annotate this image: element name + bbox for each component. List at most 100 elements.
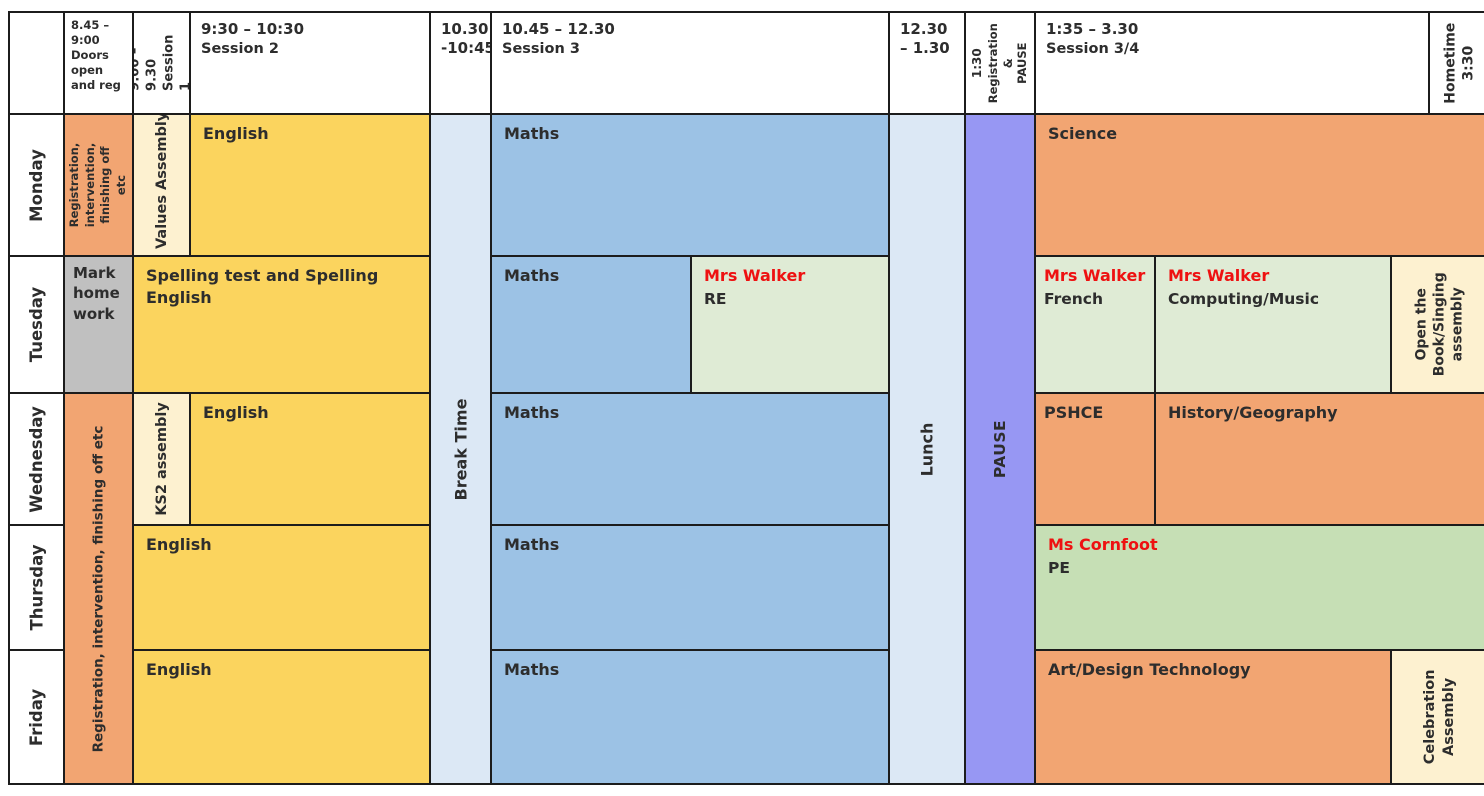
wed-to-fri-registration-text: Registration, intervention, finishing of… xyxy=(90,425,107,752)
tuesday-french-teacher: Mrs Walker xyxy=(1044,266,1146,285)
tuesday-computing-subject: Computing/Music xyxy=(1168,289,1320,308)
friday-celebration-assembly-text: Celebration Assembly xyxy=(1422,669,1457,765)
header-hometime-label: Hometime xyxy=(1441,22,1458,104)
wednesday-ks2-assembly-text: KS2 assembly xyxy=(153,402,170,516)
cell-monday-registration: Registration, intervention, finishing of… xyxy=(65,115,132,255)
header-hometime-time: 3:30 xyxy=(1460,45,1476,81)
header-hometime-text: Hometime 3:30 xyxy=(1441,23,1477,104)
header-doors-label: Doors open and reg xyxy=(71,47,121,92)
friday-maths-text: Maths xyxy=(504,660,560,679)
cell-pause-band: PAUSE xyxy=(966,115,1034,783)
header-pause-registration: 1:30 Registration & PAUSE xyxy=(966,13,1034,113)
day-label-tuesday-text: Tuesday xyxy=(27,286,46,363)
cell-tuesday-mark-homework: Mark home work xyxy=(65,257,132,392)
day-label-wednesday: Wednesday xyxy=(10,394,63,524)
header-session2-time: 9:30 – 10:30 xyxy=(201,20,305,38)
header-morning-break-time: 10.30 -10:45 xyxy=(441,20,490,57)
cell-tuesday-open-book-singing-assembly: Open the Book/Singing assembly xyxy=(1392,257,1484,392)
tuesday-spelling-text: Spelling test and Spelling xyxy=(146,266,379,285)
cell-tuesday-re: Mrs Walker RE xyxy=(692,257,888,392)
tuesday-assembly-text: Open the Book/Singing assembly xyxy=(1413,272,1467,377)
cell-thursday-pe: Ms Cornfoot PE xyxy=(1036,526,1484,649)
pause-label: PAUSE xyxy=(990,419,1009,479)
day-label-friday: Friday xyxy=(10,651,63,783)
header-session1-rotated: 9:00 – 9.30 Session 1 xyxy=(134,13,189,113)
header-session3-label: Session 3 xyxy=(502,40,580,57)
cell-friday-english: English xyxy=(134,651,429,783)
cell-tuesday-maths: Maths xyxy=(492,257,690,392)
header-session34: 1:35 – 3.30 Session 3/4 xyxy=(1036,13,1428,113)
cell-friday-art-design-technology: Art/Design Technology xyxy=(1036,651,1390,783)
day-label-thursday-text: Thursday xyxy=(27,544,46,631)
monday-registration-text: Registration, intervention, finishing of… xyxy=(67,142,129,228)
monday-values-assembly-text: Values Assembly xyxy=(153,115,170,249)
cell-friday-celebration-assembly: Celebration Assembly xyxy=(1392,651,1484,783)
cell-wednesday-english: English xyxy=(191,394,429,524)
thursday-maths-text: Maths xyxy=(504,535,560,554)
day-label-monday-text: Monday xyxy=(27,148,47,222)
cell-tuesday-french: Mrs Walker French xyxy=(1036,257,1154,392)
header-session1: 9:00 – 9.30 Session 1 xyxy=(134,13,189,113)
header-hometime-rotated: Hometime 3:30 xyxy=(1430,13,1484,113)
header-session1-text: 9:00 – 9.30 Session 1 xyxy=(134,35,189,91)
tuesday-re-subject: RE xyxy=(704,289,727,308)
weekly-timetable-grid: 8.45 – 9:00 Doors open and reg 9:00 – 9.… xyxy=(8,11,1484,785)
cell-monday-values-assembly: Values Assembly xyxy=(134,115,189,255)
header-pause-label-line2: PAUSE xyxy=(1015,42,1030,84)
wednesday-english-text: English xyxy=(203,403,269,422)
day-label-monday: Monday xyxy=(10,115,63,255)
tuesday-french-subject: French xyxy=(1044,289,1104,308)
header-session1-time: 9:00 – 9.30 xyxy=(134,48,160,92)
cell-wednesday-ks2-assembly: KS2 assembly xyxy=(134,394,189,524)
wednesday-pshce-text: PSHCE xyxy=(1044,403,1104,422)
cell-tuesday-computing-music: Mrs Walker Computing/Music xyxy=(1156,257,1390,392)
cell-thursday-english: English xyxy=(134,526,429,649)
break-time-label: Break Time xyxy=(451,398,470,500)
thursday-pe-subject: PE xyxy=(1048,558,1070,577)
tuesday-re-teacher: Mrs Walker xyxy=(704,266,806,285)
header-lunch-time: 12.30 – 1.30 xyxy=(900,20,950,57)
header-doors-open: 8.45 – 9:00 Doors open and reg xyxy=(65,13,132,113)
cell-break-time-band: Break Time xyxy=(431,115,490,783)
cell-tuesday-spelling-english: Spelling test and Spelling English xyxy=(134,257,429,392)
thursday-english-text: English xyxy=(146,535,212,554)
monday-science-text: Science xyxy=(1048,124,1118,143)
day-label-wednesday-text: Wednesday xyxy=(27,405,47,513)
day-label-thursday: Thursday xyxy=(10,526,63,649)
tuesday-maths-text: Maths xyxy=(504,266,560,285)
header-session34-time: 1:35 – 3.30 xyxy=(1046,20,1139,38)
header-morning-break: 10.30 -10:45 xyxy=(431,13,490,113)
header-session3-time: 10.45 – 12.30 xyxy=(502,20,615,38)
header-hometime: Hometime 3:30 xyxy=(1430,13,1484,113)
wednesday-history-geography-text: History/Geography xyxy=(1168,403,1338,422)
cell-wednesday-history-geography: History/Geography xyxy=(1156,394,1484,524)
header-pause-text: 1:30 Registration & PAUSE xyxy=(970,23,1030,103)
header-lunch: 12.30 – 1.30 xyxy=(890,13,964,113)
monday-english-text: English xyxy=(203,124,269,143)
tuesday-spelling-english-text: English xyxy=(146,287,212,307)
header-session3: 10.45 – 12.30 Session 3 xyxy=(492,13,888,113)
header-session2-label: Session 2 xyxy=(201,40,279,57)
lunch-label: Lunch xyxy=(917,422,937,476)
header-pause-label-line1: Registration & xyxy=(985,22,1015,104)
day-label-friday-text: Friday xyxy=(27,688,47,746)
header-session2: 9:30 – 10:30 Session 2 xyxy=(191,13,429,113)
cell-lunch-band: Lunch xyxy=(890,115,964,783)
tuesday-mark-homework-text: Mark home work xyxy=(73,264,120,323)
header-pause-time: 1:30 xyxy=(969,48,984,78)
wednesday-maths-text: Maths xyxy=(504,403,560,422)
cell-friday-maths: Maths xyxy=(492,651,888,783)
cell-monday-maths: Maths xyxy=(492,115,888,255)
cell-wednesday-pshce: PSHCE xyxy=(1036,394,1154,524)
tuesday-computing-teacher: Mrs Walker xyxy=(1168,266,1270,285)
header-session34-label: Session 3/4 xyxy=(1046,40,1140,57)
cell-wed-to-fri-registration: Registration, intervention, finishing of… xyxy=(65,394,132,783)
header-corner-empty xyxy=(10,13,63,113)
friday-art-dt-text: Art/Design Technology xyxy=(1048,660,1251,679)
cell-monday-science: Science xyxy=(1036,115,1484,255)
header-pause-rotated: 1:30 Registration & PAUSE xyxy=(966,13,1034,113)
cell-thursday-maths: Maths xyxy=(492,526,888,649)
header-doors-time: 8.45 – 9:00 xyxy=(71,18,110,47)
thursday-pe-teacher: Ms Cornfoot xyxy=(1048,535,1158,554)
